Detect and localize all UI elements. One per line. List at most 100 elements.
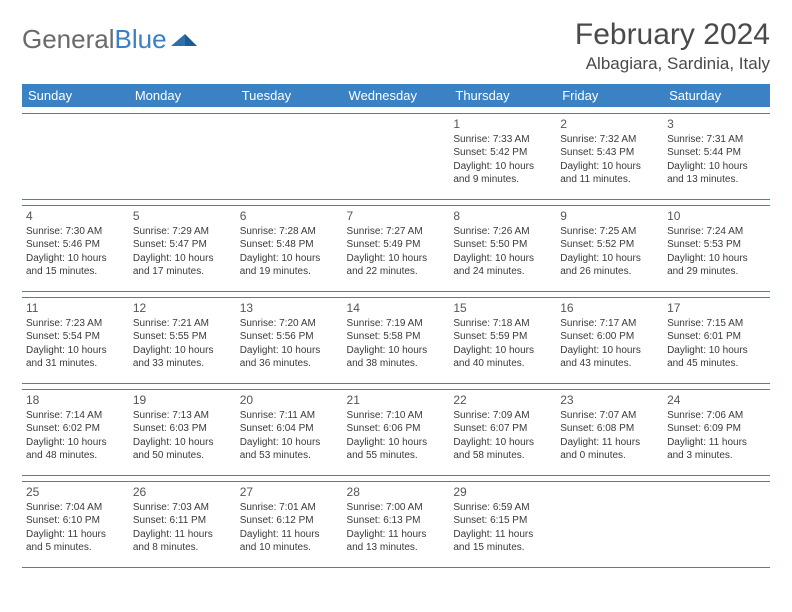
day-cell: 11Sunrise: 7:23 AMSunset: 5:54 PMDayligh… (22, 297, 129, 383)
day-cell: 10Sunrise: 7:24 AMSunset: 5:53 PMDayligh… (663, 205, 770, 291)
day-line: and 24 minutes. (453, 265, 552, 279)
day-line: Sunrise: 6:59 AM (453, 501, 552, 515)
dayhead-sun: Sunday (22, 84, 129, 107)
day-cell: 4Sunrise: 7:30 AMSunset: 5:46 PMDaylight… (22, 205, 129, 291)
day-line: and 36 minutes. (240, 357, 339, 371)
week-row: 18Sunrise: 7:14 AMSunset: 6:02 PMDayligh… (22, 389, 770, 475)
day-line: Sunrise: 7:24 AM (667, 225, 766, 239)
title-block: February 2024 Albagiara, Sardinia, Italy (575, 18, 770, 74)
calendar-table: Sunday Monday Tuesday Wednesday Thursday… (22, 84, 770, 568)
day-number: 10 (667, 208, 766, 224)
day-line: Sunrise: 7:30 AM (26, 225, 125, 239)
day-line: Daylight: 11 hours (133, 528, 232, 542)
day-line: Sunset: 6:09 PM (667, 422, 766, 436)
day-cell: 9Sunrise: 7:25 AMSunset: 5:52 PMDaylight… (556, 205, 663, 291)
day-line: Sunrise: 7:09 AM (453, 409, 552, 423)
day-cell: 6Sunrise: 7:28 AMSunset: 5:48 PMDaylight… (236, 205, 343, 291)
day-cell: 17Sunrise: 7:15 AMSunset: 6:01 PMDayligh… (663, 297, 770, 383)
dayhead-thu: Thursday (449, 84, 556, 107)
dayhead-fri: Friday (556, 84, 663, 107)
day-line: Daylight: 10 hours (453, 252, 552, 266)
day-line: Sunrise: 7:23 AM (26, 317, 125, 331)
day-line: Daylight: 11 hours (26, 528, 125, 542)
day-line: Sunset: 6:08 PM (560, 422, 659, 436)
day-number: 2 (560, 116, 659, 132)
day-line: and 29 minutes. (667, 265, 766, 279)
day-line: Sunrise: 7:18 AM (453, 317, 552, 331)
day-line: Daylight: 10 hours (560, 160, 659, 174)
day-line: Sunrise: 7:21 AM (133, 317, 232, 331)
day-cell: 24Sunrise: 7:06 AMSunset: 6:09 PMDayligh… (663, 389, 770, 475)
day-cell: 19Sunrise: 7:13 AMSunset: 6:03 PMDayligh… (129, 389, 236, 475)
day-cell: 5Sunrise: 7:29 AMSunset: 5:47 PMDaylight… (129, 205, 236, 291)
day-cell: 25Sunrise: 7:04 AMSunset: 6:10 PMDayligh… (22, 481, 129, 567)
day-line: Sunrise: 7:01 AM (240, 501, 339, 515)
day-line: and 19 minutes. (240, 265, 339, 279)
day-line: Daylight: 11 hours (240, 528, 339, 542)
location: Albagiara, Sardinia, Italy (575, 54, 770, 74)
day-line: Sunset: 5:55 PM (133, 330, 232, 344)
day-line: and 15 minutes. (453, 541, 552, 555)
header: GeneralBlue February 2024 Albagiara, Sar… (22, 18, 770, 74)
day-number: 29 (453, 484, 552, 500)
day-line: Sunset: 6:10 PM (26, 514, 125, 528)
week-row: 11Sunrise: 7:23 AMSunset: 5:54 PMDayligh… (22, 297, 770, 383)
day-number: 6 (240, 208, 339, 224)
day-line: Sunset: 5:54 PM (26, 330, 125, 344)
day-number: 15 (453, 300, 552, 316)
day-line: Sunrise: 7:20 AM (240, 317, 339, 331)
day-line: Daylight: 10 hours (133, 252, 232, 266)
day-cell: 14Sunrise: 7:19 AMSunset: 5:58 PMDayligh… (343, 297, 450, 383)
day-line: Sunrise: 7:19 AM (347, 317, 446, 331)
day-cell: 13Sunrise: 7:20 AMSunset: 5:56 PMDayligh… (236, 297, 343, 383)
day-number: 3 (667, 116, 766, 132)
day-line: Daylight: 10 hours (26, 436, 125, 450)
dayhead-wed: Wednesday (343, 84, 450, 107)
day-line: Sunset: 5:52 PM (560, 238, 659, 252)
logo: GeneralBlue (22, 18, 197, 55)
day-line: Daylight: 10 hours (26, 252, 125, 266)
day-line: Daylight: 10 hours (453, 160, 552, 174)
day-cell: 26Sunrise: 7:03 AMSunset: 6:11 PMDayligh… (129, 481, 236, 567)
day-cell: 16Sunrise: 7:17 AMSunset: 6:00 PMDayligh… (556, 297, 663, 383)
day-line: Daylight: 10 hours (347, 436, 446, 450)
day-cell (556, 481, 663, 567)
day-line: Sunrise: 7:28 AM (240, 225, 339, 239)
day-line: and 45 minutes. (667, 357, 766, 371)
day-line: Sunset: 5:47 PM (133, 238, 232, 252)
day-cell: 20Sunrise: 7:11 AMSunset: 6:04 PMDayligh… (236, 389, 343, 475)
day-cell: 29Sunrise: 6:59 AMSunset: 6:15 PMDayligh… (449, 481, 556, 567)
day-line: Sunset: 6:11 PM (133, 514, 232, 528)
day-line: and 53 minutes. (240, 449, 339, 463)
day-cell (663, 481, 770, 567)
day-line: Sunrise: 7:04 AM (26, 501, 125, 515)
dayhead-tue: Tuesday (236, 84, 343, 107)
day-line: Daylight: 10 hours (453, 344, 552, 358)
day-line: and 0 minutes. (560, 449, 659, 463)
day-number: 11 (26, 300, 125, 316)
day-number: 9 (560, 208, 659, 224)
day-line: and 5 minutes. (26, 541, 125, 555)
day-cell: 15Sunrise: 7:18 AMSunset: 5:59 PMDayligh… (449, 297, 556, 383)
day-line: Sunrise: 7:33 AM (453, 133, 552, 147)
day-line: Sunset: 6:04 PM (240, 422, 339, 436)
day-line: and 8 minutes. (133, 541, 232, 555)
day-line: and 48 minutes. (26, 449, 125, 463)
day-cell: 12Sunrise: 7:21 AMSunset: 5:55 PMDayligh… (129, 297, 236, 383)
day-number: 25 (26, 484, 125, 500)
day-number: 19 (133, 392, 232, 408)
day-line: Sunset: 5:59 PM (453, 330, 552, 344)
day-line: Daylight: 10 hours (667, 160, 766, 174)
day-number: 4 (26, 208, 125, 224)
day-header-row: Sunday Monday Tuesday Wednesday Thursday… (22, 84, 770, 107)
day-line: Sunrise: 7:17 AM (560, 317, 659, 331)
day-line: Sunset: 5:56 PM (240, 330, 339, 344)
day-line: and 55 minutes. (347, 449, 446, 463)
day-cell: 21Sunrise: 7:10 AMSunset: 6:06 PMDayligh… (343, 389, 450, 475)
day-line: Daylight: 10 hours (347, 252, 446, 266)
day-line: Sunset: 5:46 PM (26, 238, 125, 252)
day-line: Sunset: 6:12 PM (240, 514, 339, 528)
dayhead-mon: Monday (129, 84, 236, 107)
day-line: Sunset: 6:03 PM (133, 422, 232, 436)
day-line: Daylight: 10 hours (26, 344, 125, 358)
